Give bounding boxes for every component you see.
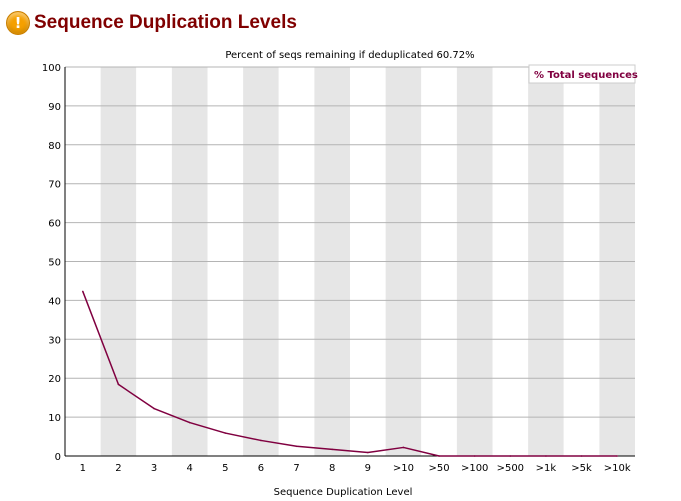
warning-icon: !	[6, 11, 30, 35]
x-tick-label: >1k	[536, 463, 557, 474]
x-tick-label: >50	[429, 463, 450, 474]
legend-label: % Total sequences	[534, 70, 638, 81]
data-point	[295, 445, 298, 448]
data-point	[153, 407, 155, 410]
x-tick-label: >10k	[604, 463, 631, 474]
data-point	[188, 421, 191, 424]
data-point	[402, 446, 405, 449]
y-tick-label: 20	[48, 374, 61, 385]
duplication-chart: 0 10 20 30 40 50 60 70 80 90 100 1 2 3 4 5 6 7 8 9 >10 >50 >10…	[42, 50, 638, 498]
x-tick-label: 9	[365, 463, 371, 474]
series-line	[82, 291, 618, 457]
x-tick-label: >10	[393, 463, 414, 474]
page-title: Sequence Duplication Levels	[34, 12, 297, 33]
x-tick-label: >5k	[571, 463, 592, 474]
y-tick-label: 90	[48, 102, 61, 113]
x-axis-label: Sequence Duplication Level	[274, 487, 413, 498]
x-tick-label: 7	[293, 463, 299, 474]
y-tick-label: 10	[48, 413, 61, 424]
x-tick-label: 1	[80, 463, 86, 474]
y-tick-label: 60	[48, 219, 61, 230]
data-point	[438, 455, 440, 457]
y-tick-label: 80	[48, 141, 61, 152]
x-tick-label: 4	[187, 463, 193, 474]
data-point	[224, 432, 227, 434]
data-point	[545, 455, 547, 457]
report-header: ! Sequence Duplication Levels	[6, 8, 297, 38]
x-tick-label: >500	[497, 463, 524, 474]
x-tick-label: 5	[222, 463, 228, 474]
x-tick-label: 6	[258, 463, 264, 474]
data-point	[117, 383, 120, 386]
y-tick-label: 100	[42, 63, 61, 74]
y-tick-label: 30	[48, 335, 61, 346]
x-tick-label: >100	[461, 463, 488, 474]
x-tick-label: 2	[115, 463, 121, 474]
data-point	[580, 455, 583, 457]
data-point	[331, 448, 333, 451]
y-tick-label: 40	[48, 296, 61, 307]
legend: % Total sequences	[528, 64, 638, 84]
x-tick-label: 3	[151, 463, 157, 474]
y-tick-label: 0	[55, 452, 61, 463]
data-point	[260, 439, 262, 442]
data-point	[616, 455, 618, 457]
data-point	[82, 290, 84, 293]
data-point	[509, 455, 512, 457]
data-point	[367, 451, 369, 454]
data-point	[473, 455, 476, 457]
y-tick-label: 50	[48, 258, 61, 269]
y-tick-label: 70	[48, 180, 61, 191]
x-tick-label: 8	[329, 463, 335, 474]
chart-title: Percent of seqs remaining if deduplicate…	[225, 50, 474, 61]
